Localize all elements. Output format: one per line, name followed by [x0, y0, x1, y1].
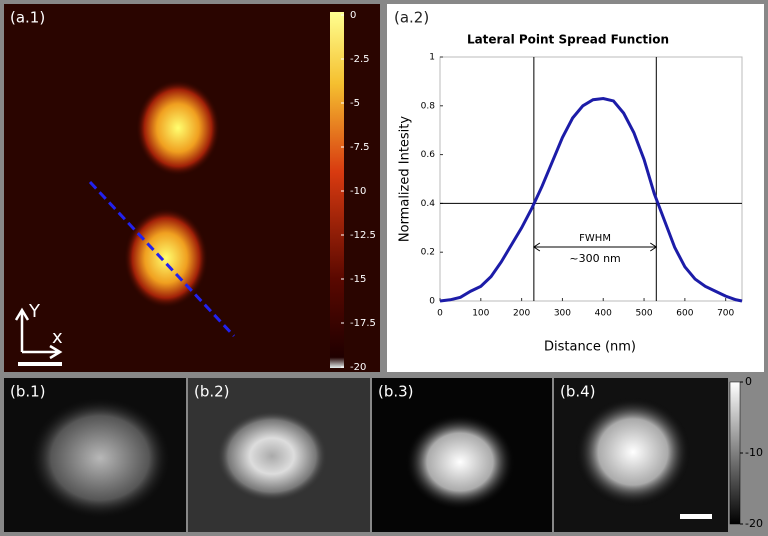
axes-arrows	[14, 307, 63, 360]
axis-label: x	[52, 327, 63, 348]
line-series	[439, 96, 743, 303]
annotation: FWHM	[579, 233, 611, 244]
y-tick-label: 0.8	[421, 101, 436, 111]
panel-label: (b.1)	[10, 383, 46, 401]
colorbar-label: 0	[745, 375, 752, 388]
x-tick-label: 300	[554, 309, 571, 319]
plot-a2	[387, 4, 764, 372]
scale-bar	[18, 362, 62, 366]
plot-frame	[439, 56, 743, 302]
panel-label: (b.4)	[560, 383, 596, 401]
blob	[30, 398, 170, 518]
y-axis-label: Normalized Intesity	[398, 116, 413, 243]
colorbar-label: -10	[745, 446, 763, 459]
panel-label: (a.1)	[10, 9, 45, 27]
x-tick-label: 200	[513, 309, 530, 319]
colorbar-label: -15	[350, 274, 366, 285]
colorbar-label: -20	[745, 517, 763, 530]
blob	[124, 208, 208, 308]
heatmap-a1	[4, 4, 380, 372]
y-tick-label: 0	[429, 297, 435, 307]
colorbar-label: -2.5	[350, 54, 370, 65]
colorbar-label: -7.5	[350, 142, 370, 153]
x-axis-label: Distance (nm)	[544, 340, 636, 355]
colorbar-label: -20	[350, 362, 366, 373]
colorbar-label: -12.5	[350, 230, 376, 241]
colorbar-label: -5	[350, 98, 360, 109]
colorbar-label: -17.5	[350, 318, 376, 329]
blob	[405, 414, 515, 510]
scale-bar	[680, 514, 712, 519]
x-tick-label: 400	[595, 309, 612, 319]
colorbar	[330, 12, 344, 368]
x-tick-label: 100	[472, 309, 489, 319]
chart-title: Lateral Point Spread Function	[467, 33, 669, 47]
x-tick-label: 600	[676, 309, 693, 319]
x-tick-label: 500	[635, 309, 652, 319]
x-tick-label: 700	[717, 309, 734, 319]
profile-line	[88, 180, 236, 338]
fwhm-arrow	[532, 242, 658, 252]
y-tick-label: 0.4	[421, 199, 436, 209]
axis-label: Y	[28, 301, 41, 322]
colorbar	[729, 381, 741, 525]
blob	[575, 397, 691, 507]
blob	[217, 411, 327, 501]
colorbar-label: 0	[350, 10, 356, 21]
colorbar-label: -10	[350, 186, 366, 197]
y-tick-label: 1	[429, 53, 435, 63]
panel-label: (b.3)	[378, 383, 414, 401]
annotation: ~300 nm	[569, 252, 620, 265]
panel-label: (b.2)	[194, 383, 230, 401]
x-tick-label: 0	[437, 309, 443, 319]
y-tick-label: 0.6	[421, 150, 436, 160]
y-tick-label: 0.2	[421, 248, 435, 258]
panel-label: (a.2)	[394, 9, 429, 27]
blob	[136, 80, 220, 176]
